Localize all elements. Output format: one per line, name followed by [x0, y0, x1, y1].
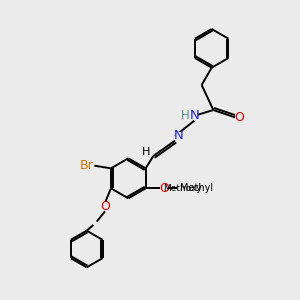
- Text: H: H: [142, 147, 150, 157]
- Text: N: N: [173, 129, 183, 142]
- Bar: [143, 149, 149, 155]
- Text: O: O: [234, 111, 244, 124]
- Text: Methyl: Methyl: [180, 183, 213, 193]
- Text: Methoxy: Methoxy: [163, 184, 202, 193]
- Bar: [160, 185, 168, 192]
- Text: O: O: [100, 200, 110, 212]
- Text: H: H: [181, 109, 190, 122]
- Bar: [235, 114, 243, 121]
- Bar: [81, 162, 92, 169]
- Text: Br: Br: [80, 159, 93, 172]
- Bar: [182, 112, 189, 118]
- Text: O: O: [159, 182, 169, 195]
- Bar: [191, 111, 198, 119]
- Text: N: N: [190, 109, 199, 122]
- Bar: [101, 202, 109, 210]
- Bar: [175, 132, 182, 139]
- Bar: [178, 185, 187, 192]
